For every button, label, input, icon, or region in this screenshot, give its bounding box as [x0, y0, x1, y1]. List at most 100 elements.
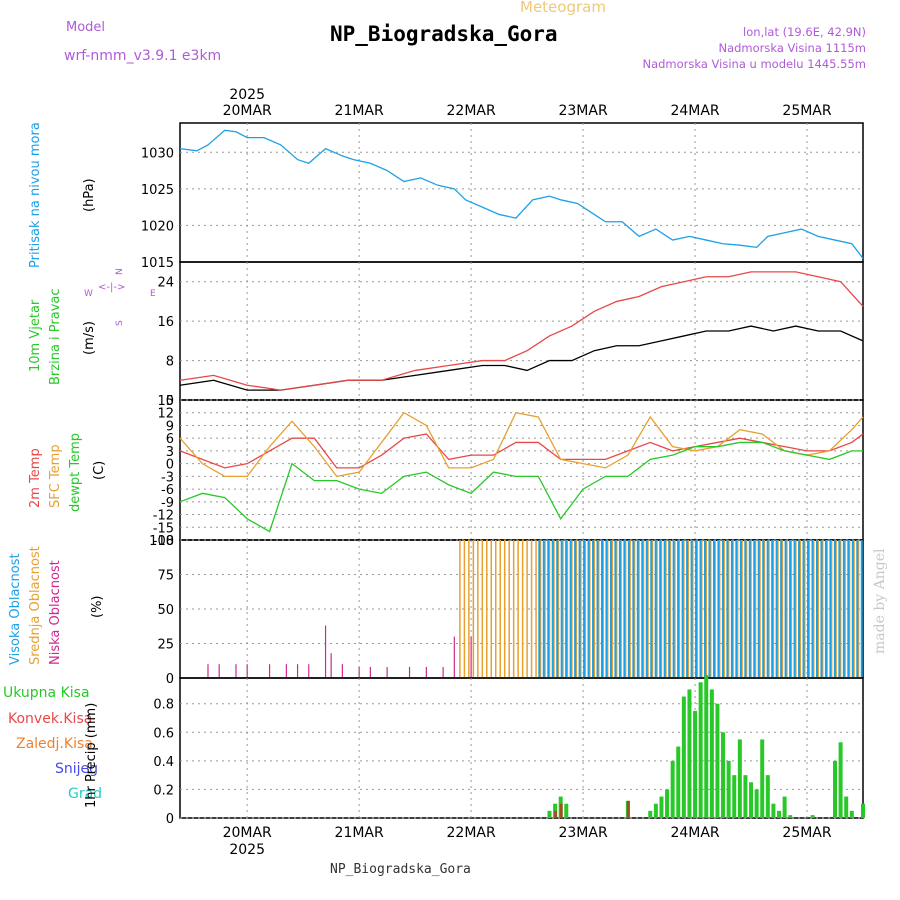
y-tick-label: 75 [157, 569, 174, 584]
bottom-date-label: 25MAR [782, 825, 831, 841]
y-tick-label: 6 [166, 432, 174, 447]
precip-bar [648, 810, 653, 818]
y-tick-label: 24 [157, 276, 174, 291]
precip-bar [754, 789, 759, 818]
top-date-label: 24MAR [670, 103, 719, 119]
y-tick-label: 0.8 [153, 698, 174, 713]
precip-bar [687, 689, 692, 818]
precip-bar [732, 775, 737, 818]
model-name: wrf-nmm_v3.9.1 e3km [64, 48, 222, 64]
pressure-line [179, 129, 864, 259]
top-year-label: 2025 [229, 87, 265, 103]
meteogram-label: Meteogram [520, 0, 606, 16]
legend-total-rain: Ukupna Kisa [3, 685, 90, 701]
y-tick-label: 1020 [141, 219, 174, 234]
bottom-date-label: 22MAR [447, 825, 496, 841]
conv-precip-bar [559, 803, 563, 818]
y-tick-label: -18 [153, 534, 174, 549]
precip-bar [833, 760, 838, 818]
bottom-date-label: 23MAR [558, 825, 607, 841]
bottom-year-label: 2025 [229, 842, 265, 858]
bottom-date-label: 24MAR [670, 825, 719, 841]
y-tick-label: -12 [153, 509, 174, 524]
wind-speed-line [179, 325, 864, 391]
lonlat: lon,lat (19.6E, 42.9N) [743, 25, 866, 39]
panel-frame [179, 399, 864, 541]
legend-snow: Snijeg [55, 761, 99, 777]
y-tick-label: 9 [166, 419, 174, 434]
compass-w: W [84, 289, 93, 299]
precip-bar [698, 682, 703, 818]
y-tick-label: 0.2 [153, 783, 174, 798]
temp-sfc-line [179, 411, 864, 478]
y-tick-label: -9 [161, 496, 174, 511]
precip-bar [564, 803, 569, 818]
precip-bar [715, 703, 720, 818]
precip-bar [810, 815, 815, 818]
y-tick-label: 1030 [141, 146, 174, 161]
panel-frame [179, 122, 864, 263]
y-tick-label: 3 [166, 445, 174, 460]
bottom-date-label: 21MAR [335, 825, 384, 841]
model-elevation: Nadmorska Visina u modelu 1445.55m [642, 57, 866, 71]
top-date-label: 21MAR [335, 103, 384, 119]
precip-bar [709, 689, 714, 818]
top-date-label: 20MAR [223, 103, 272, 119]
precip-bar [721, 732, 726, 818]
y-tick-label: 100 [149, 534, 174, 549]
precip-bar [737, 739, 742, 818]
elevation: Nadmorska Visina 1115m [718, 41, 866, 55]
compass-e: E [150, 289, 156, 299]
precip-bar [765, 775, 770, 818]
precip-bar [653, 803, 658, 818]
y-tick-label: 0 [166, 394, 174, 409]
footer-station: NP_Biogradska_Gora [330, 862, 471, 877]
y-tick-label: -15 [153, 521, 174, 536]
model-label: Model [66, 20, 106, 35]
top-date-label: 25MAR [782, 103, 831, 119]
legend-hail: Grad [68, 786, 103, 802]
precip-bar [782, 796, 787, 818]
precip-bar [861, 803, 865, 818]
y-tick-label: 0.6 [153, 726, 174, 741]
page-title: NP_Biogradska_Gora [330, 22, 558, 46]
precip-bar [704, 675, 709, 818]
precip-bar [659, 796, 664, 818]
precip-bar [547, 810, 552, 818]
y-tick-label: 0.4 [153, 755, 174, 770]
precip-bar [760, 739, 765, 818]
y-tick-label: 0 [166, 458, 174, 473]
precip-bar [681, 696, 686, 818]
precip-bar [849, 810, 854, 818]
y-tick-label: 15 [157, 394, 174, 409]
precip-bar [844, 796, 849, 818]
y-tick-label: -3 [161, 470, 174, 485]
y-tick-label: 25 [157, 638, 174, 653]
y-tick-label: 8 [166, 355, 174, 370]
precip-bar [693, 710, 698, 818]
conv-precip-bar [554, 810, 558, 818]
legend-conv-rain: Konvek.Kisa [8, 711, 93, 727]
gust-line [179, 271, 864, 391]
y-tick-label: 1015 [141, 256, 174, 271]
compass-icon: <-|-> [98, 282, 126, 293]
panel-frame [179, 261, 864, 401]
y-tick-label: 0 [166, 672, 174, 687]
top-date-label: 22MAR [447, 103, 496, 119]
precip-bar [665, 789, 670, 818]
y-tick-label: 12 [157, 407, 174, 422]
precip-bar [676, 746, 681, 818]
precip-bar [788, 815, 793, 818]
bottom-date-label: 20MAR [223, 825, 272, 841]
precip-bar [777, 810, 782, 818]
precip-bar [771, 803, 776, 818]
conv-precip-bar [626, 800, 630, 818]
precip-bar [726, 760, 731, 818]
top-date-label: 23MAR [558, 103, 607, 119]
y-tick-label: 50 [157, 603, 174, 618]
precip-bar [838, 742, 843, 818]
dewpt-line [179, 441, 863, 533]
y-tick-label: -6 [161, 483, 174, 498]
y-tick-label: 16 [157, 315, 174, 330]
